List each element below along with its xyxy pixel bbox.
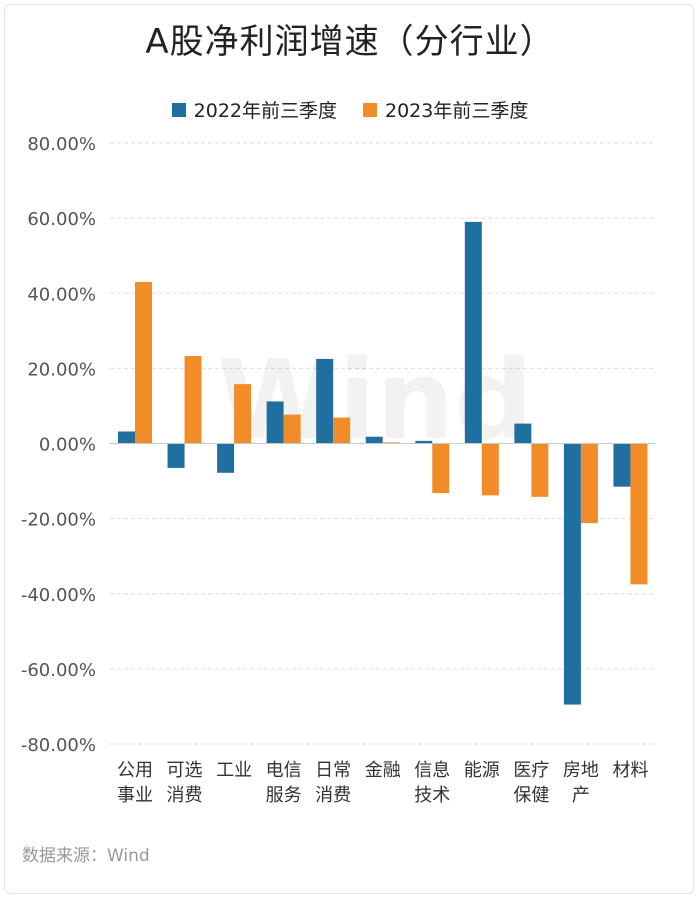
y-tick-label: 0.00% (39, 435, 96, 456)
x-tick-label: 消费 (315, 785, 351, 806)
bar-2023-6 (432, 443, 450, 494)
x-tick-label: 能源 (464, 760, 500, 781)
legend-item-2023: 2023年前三季度 (363, 96, 528, 123)
bar-2022-8 (514, 423, 532, 444)
bar-2022-2 (217, 443, 235, 473)
x-tick-label: 消费 (167, 785, 203, 806)
x-tick-label: 房地 (563, 760, 599, 781)
bar-2023-7 (481, 443, 499, 496)
legend-item-2022: 2022年前三季度 (171, 96, 337, 123)
bar-2023-10 (630, 443, 648, 585)
bars (110, 221, 655, 705)
y-tick-label: 40.00% (27, 284, 96, 305)
bar-2023-3 (283, 414, 301, 444)
bar-2023-9 (580, 443, 598, 524)
bar-2023-4 (333, 417, 351, 444)
y-tick-label: 20.00% (27, 359, 96, 380)
chart-title: A股净利润增速（分行业） (145, 22, 555, 62)
x-tick-label: 服务 (266, 785, 302, 806)
bar-2022-0 (118, 431, 135, 444)
x-tick-label: 保健 (513, 785, 549, 806)
x-tick-label: 技术 (414, 785, 450, 806)
legend-label-2022: 2022年前三季度 (193, 100, 337, 122)
bar-2022-4 (316, 358, 334, 444)
y-tick-label: -20.00% (21, 510, 96, 531)
x-tick-label: 金融 (365, 760, 401, 781)
x-tick-label: 医疗 (513, 760, 549, 781)
legend-label-2023: 2023年前三季度 (385, 100, 529, 122)
legend-swatch-2023 (363, 102, 377, 117)
bar-2023-0 (135, 281, 152, 444)
x-tick-label: 公用 (117, 760, 153, 781)
x-tick-label: 产 (572, 785, 590, 806)
bar-2023-5 (382, 442, 400, 444)
source-note: 数据来源：Wind (22, 846, 150, 866)
y-tick-label: -40.00% (21, 585, 96, 606)
bar-2022-1 (167, 443, 185, 468)
legend: 2022年前三季度 2023年前三季度 (0, 96, 700, 123)
bar-2022-9 (563, 443, 581, 705)
x-tick-label: 电信 (266, 760, 302, 781)
bar-2023-2 (234, 384, 252, 444)
y-tick-label: 60.00% (27, 209, 96, 230)
y-tick-label: -60.00% (21, 660, 96, 681)
bar-2022-6 (415, 440, 433, 444)
y-axis-ticks: 80.00% 60.00% 40.00% 20.00% 0.00% -20.00% -40.… (21, 134, 96, 756)
x-tick-label: 工业 (216, 760, 252, 781)
y-tick-label: -80.00% (21, 735, 96, 756)
bar-2023-8 (531, 443, 549, 497)
x-tick-label: 日常 (315, 760, 351, 781)
x-tick-label: 事业 (117, 785, 153, 806)
bar-2022-10 (613, 443, 631, 487)
legend-swatch-2022 (171, 102, 186, 117)
chart-frame (4, 4, 694, 894)
x-tick-label: 信息 (414, 760, 450, 781)
bar-2023-1 (184, 355, 202, 444)
x-tick-label: 材料 (612, 760, 648, 781)
bar-2022-5 (365, 436, 383, 444)
y-tick-label: 80.00% (27, 134, 96, 155)
x-tick-label: 可选 (167, 760, 203, 781)
bar-2022-3 (266, 401, 284, 444)
bar-2022-7 (464, 221, 482, 444)
